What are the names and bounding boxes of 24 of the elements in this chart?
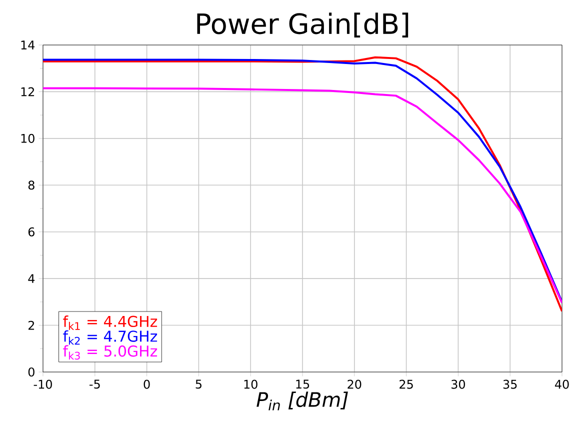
y-tick-label: 14	[21, 40, 35, 50]
text: f$_{k3}$ = 5.0GHz	[63, 345, 158, 360]
y-tick-label: 10	[21, 134, 34, 143]
y-tick-label: 2	[28, 320, 34, 330]
x-axis-title: P$_{in}$ [dBm]	[256, 392, 348, 410]
x-tick-label: -5	[90, 380, 100, 389]
x-tick-label: -10	[34, 380, 52, 389]
x-tick-label: 35	[503, 380, 517, 389]
x-tick-label: 15	[296, 380, 310, 389]
x-tick-label: 25	[400, 380, 413, 389]
x-tick-label: 10	[244, 380, 258, 389]
x-tick-label: 40	[554, 380, 569, 389]
y-tick-label: 0	[28, 367, 34, 377]
y-tick-label: 6	[28, 227, 34, 236]
x-tick-label: 0	[144, 380, 150, 389]
y-tick-label: 8	[28, 180, 34, 190]
chart-title: Power Gain[dB]	[197, 12, 408, 38]
text: f$_{k2}$ = 4.7GHz	[63, 330, 158, 345]
x-tick-label: 30	[452, 380, 466, 389]
x-tick-label: 5	[196, 380, 202, 389]
x-tick-label: 20	[348, 380, 362, 389]
y-tick-label: 4	[28, 274, 35, 283]
y-tick-label: 12	[21, 87, 34, 96]
text: f$_{k1}$ = 4.4GHz	[63, 315, 158, 330]
